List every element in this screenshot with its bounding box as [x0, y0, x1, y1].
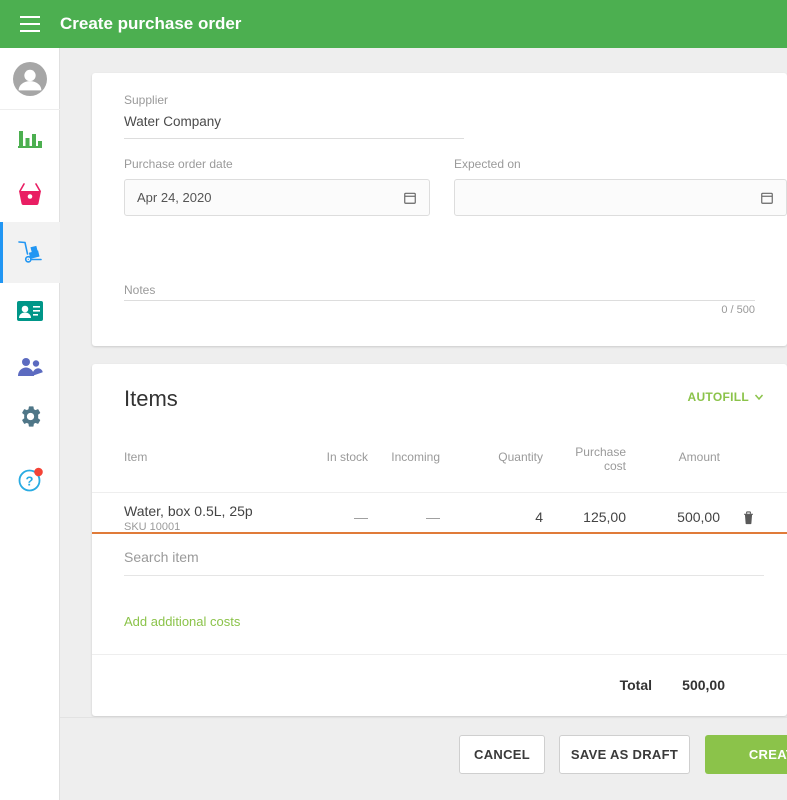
svg-text:?: ? [25, 473, 33, 488]
